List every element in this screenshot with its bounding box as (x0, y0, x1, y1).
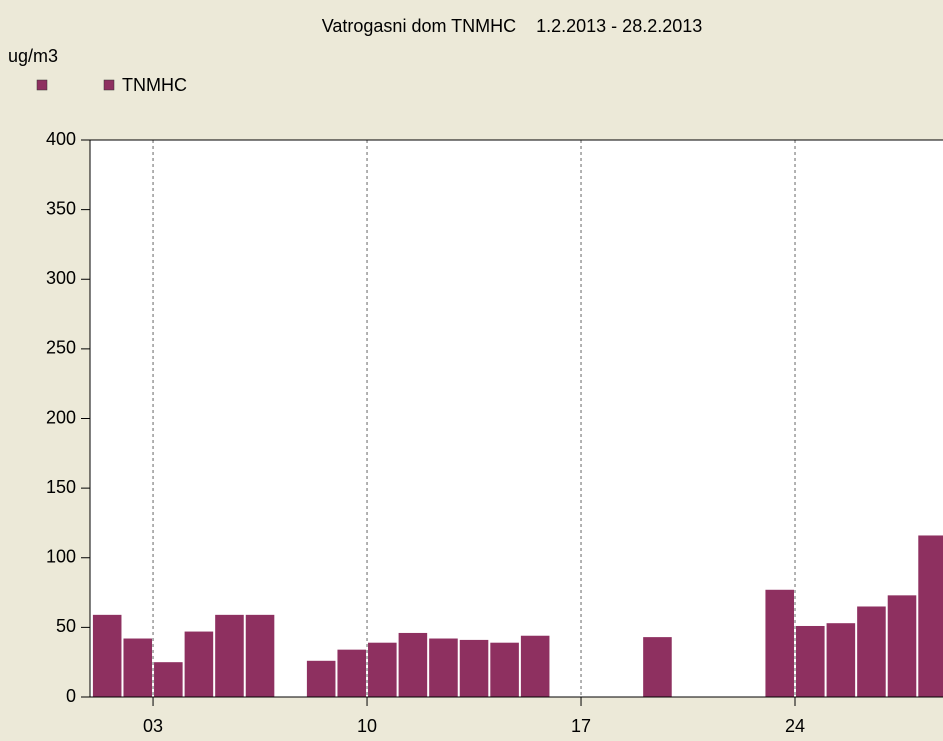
bar (337, 649, 367, 697)
x-tick-label: 17 (571, 716, 591, 736)
y-tick-label: 50 (56, 616, 76, 636)
bar (215, 614, 244, 697)
bar (796, 625, 825, 697)
bar (123, 638, 153, 697)
bar (154, 662, 183, 697)
bar (490, 642, 519, 697)
bar (826, 623, 856, 697)
bar (918, 535, 943, 697)
y-tick-label: 250 (46, 338, 76, 358)
y-tick-label: 150 (46, 477, 76, 497)
x-tick-label: 10 (357, 716, 377, 736)
bar (887, 595, 917, 697)
x-tick-label: 03 (143, 716, 163, 736)
legend-label: TNMHC (122, 75, 187, 95)
y-tick-label: 400 (46, 129, 76, 149)
bar (459, 639, 489, 697)
bar (184, 631, 214, 697)
y-axis-label: ug/m3 (8, 46, 58, 66)
plot-area (90, 140, 943, 697)
y-tick-label: 0 (66, 686, 76, 706)
legend-swatch (36, 79, 48, 91)
bar (857, 606, 886, 697)
x-tick-label: 24 (785, 716, 805, 736)
y-tick-label: 200 (46, 407, 76, 427)
bar (92, 614, 122, 697)
bar (520, 635, 550, 697)
bar (429, 638, 458, 697)
bar (398, 632, 428, 697)
bar (306, 660, 336, 697)
y-tick-label: 300 (46, 268, 76, 288)
y-tick-label: 100 (46, 547, 76, 567)
bar (368, 642, 397, 697)
y-tick-label: 350 (46, 198, 76, 218)
bar (643, 637, 672, 697)
bar (765, 589, 795, 697)
chart-title: Vatrogasni dom TNMHC 1.2.2013 - 28.2.201… (322, 16, 703, 36)
legend-swatch (103, 79, 115, 91)
bar (245, 614, 275, 697)
